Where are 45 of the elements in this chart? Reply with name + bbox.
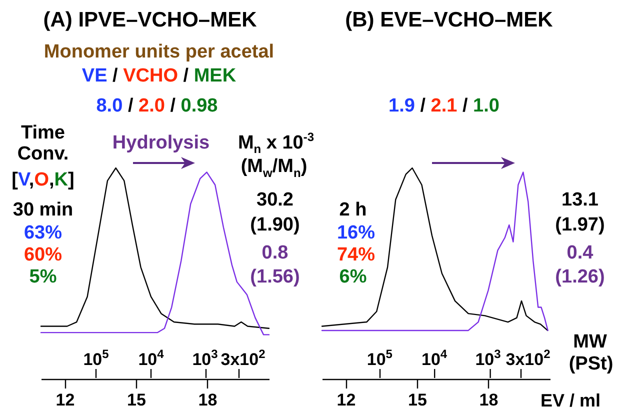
annotation: 30 min	[12, 200, 74, 220]
text: M$_{n}$ x 10$^{-3}$	[238, 130, 314, 156]
annotation: 10$^{5}$	[366, 347, 392, 369]
text: Hydrolysis	[112, 132, 210, 154]
x-tick-label: 15	[127, 390, 146, 410]
annotation: 10$^{3}$	[192, 347, 218, 369]
annotation: (1.90)	[250, 214, 300, 236]
text: (PSt)	[568, 354, 614, 374]
annotation: 3x10$^{2}$	[220, 347, 266, 369]
annotation: 3x10$^{2}$	[506, 347, 550, 369]
text: Conv.	[17, 144, 69, 164]
text: 13.1	[562, 190, 598, 210]
x-tick-label: 12	[56, 390, 75, 410]
annotation: 2 h	[339, 200, 367, 220]
annotation: 10$^{4}$	[138, 347, 164, 369]
annotation: [V,O,K]	[12, 170, 74, 190]
annotation: 5%	[29, 266, 57, 288]
text: (1.97)	[555, 214, 605, 236]
x-axis-title: EV / ml	[540, 390, 601, 410]
annotation: (1.56)	[250, 266, 300, 288]
annotation: 74%	[336, 244, 376, 266]
text: (1.26)	[555, 266, 605, 288]
text: 8.0 / 2.0 / 0.98	[96, 96, 218, 116]
annotation: 60%	[24, 244, 62, 266]
text: MW	[573, 332, 607, 352]
annotation: 10$^{3}$	[475, 347, 501, 369]
text: VE / VCHO / MEK	[82, 66, 236, 86]
text: 1.9 / 2.1 / 1.0	[388, 96, 500, 116]
chart-title: (A) IPVE–VCHO–MEK	[43, 8, 257, 32]
annotation: 63%	[24, 222, 62, 244]
annotation: 10$^{4}$	[421, 347, 448, 369]
annotation: 30.2	[256, 190, 294, 210]
annotation: 16%	[336, 222, 376, 244]
text: Time	[20, 122, 66, 144]
chart-title: (B) EVE–VCHO–MEK	[345, 8, 553, 32]
annotation: (M$_{w}$/M$_{n}$)	[240, 156, 308, 180]
annotation: 10$^{5}$	[83, 347, 109, 369]
x-tick-label: 18	[479, 390, 498, 410]
annotation: 0.8	[262, 242, 288, 264]
annotation: 6%	[339, 266, 367, 288]
x-tick-label: 12	[336, 390, 356, 410]
text: 0.4	[566, 242, 594, 264]
x-tick-label: 15	[408, 390, 427, 410]
x-tick-label: 18	[198, 390, 218, 410]
text: Monomer units per acetal	[44, 42, 274, 62]
